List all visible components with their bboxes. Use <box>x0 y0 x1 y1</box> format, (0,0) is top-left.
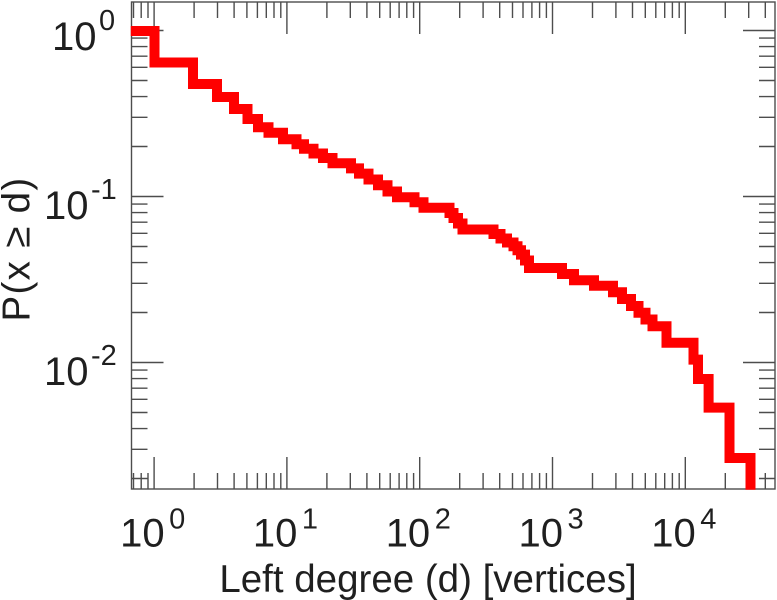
svg-text:3: 3 <box>568 504 584 536</box>
svg-text:10: 10 <box>386 512 431 556</box>
svg-text:4: 4 <box>700 504 716 536</box>
svg-text:10: 10 <box>52 15 97 59</box>
svg-text:-2: -2 <box>91 340 117 372</box>
svg-text:2: 2 <box>435 504 451 536</box>
svg-text:0: 0 <box>99 5 115 37</box>
svg-text:10: 10 <box>44 184 89 228</box>
svg-text:10: 10 <box>44 350 89 394</box>
svg-text:P(x ≥ d): P(x ≥ d) <box>0 177 39 322</box>
svg-text:1: 1 <box>302 504 318 536</box>
svg-text:0: 0 <box>169 504 185 536</box>
svg-text:10: 10 <box>253 512 298 556</box>
svg-text:10: 10 <box>519 512 564 556</box>
svg-text:-1: -1 <box>91 174 117 206</box>
svg-text:10: 10 <box>120 512 165 556</box>
svg-text:10: 10 <box>651 512 696 556</box>
svg-text:Left degree (d) [vertices]: Left degree (d) [vertices] <box>219 558 636 600</box>
